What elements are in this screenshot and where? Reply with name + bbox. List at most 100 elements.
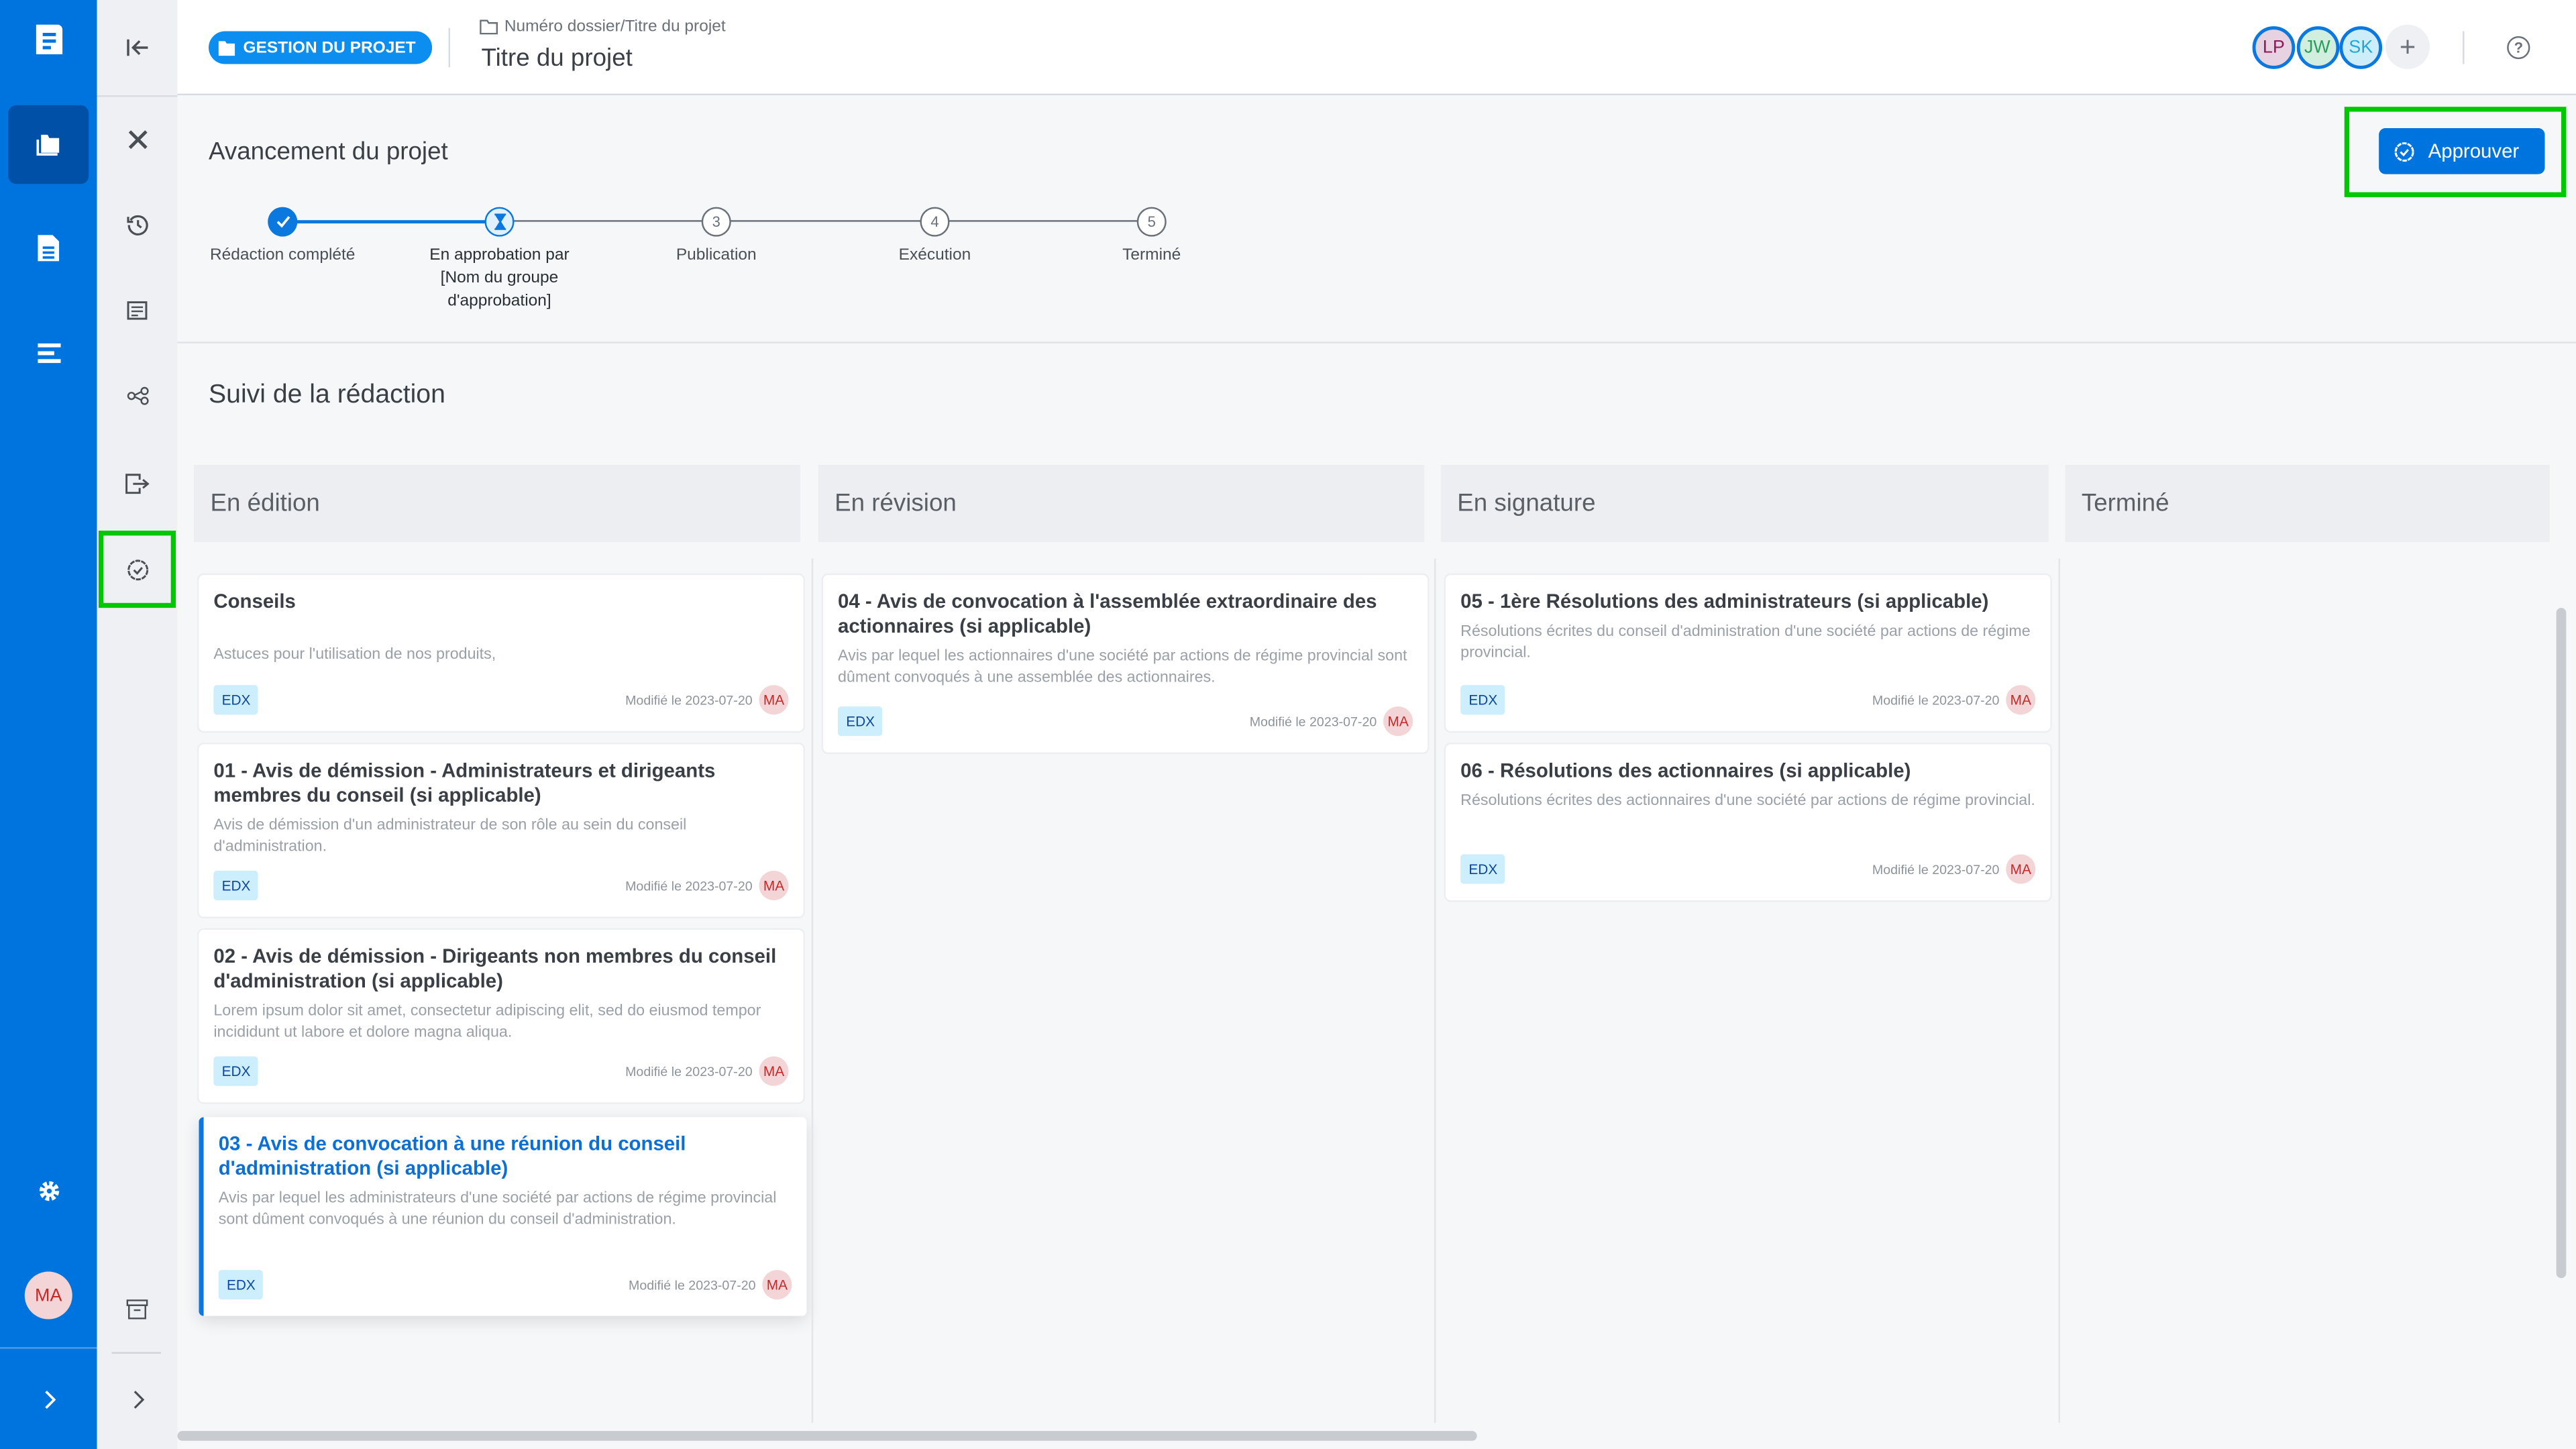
- history-icon[interactable]: [97, 193, 177, 258]
- card-description: Résolutions écrites du conseil d'adminis…: [1460, 623, 2031, 662]
- list-icon[interactable]: [8, 314, 89, 393]
- card-footer: EDX Modifié le 2023-07-20 MA: [213, 870, 789, 901]
- column-header: En édition: [193, 465, 800, 543]
- modified-date: Modifié le 2023-07-20: [629, 1277, 756, 1293]
- expand-chevron-right-icon[interactable]: [8, 1360, 89, 1440]
- card-tag: EDX: [213, 685, 259, 715]
- primary-sidebar: MA: [0, 0, 97, 1449]
- divider: [448, 28, 451, 68]
- project-title: Titre du projet: [481, 44, 633, 72]
- user-avatar: MA: [759, 685, 789, 715]
- document-card[interactable]: 04 - Avis de convocation à l'assemblée e…: [822, 575, 1428, 753]
- step-number: 5: [1147, 213, 1156, 230]
- card-tag: EDX: [1460, 854, 1506, 884]
- step-label: Terminé: [1122, 246, 1181, 265]
- card-footer: EDX Modifié le 2023-07-20 MA: [1460, 854, 2036, 884]
- column-header: Terminé: [2065, 465, 2550, 543]
- column-title: En signature: [1457, 489, 1596, 518]
- user-avatar: MA: [759, 870, 789, 901]
- card-description: Astuces pour l'utilisation de nos produi…: [213, 645, 496, 664]
- card-title[interactable]: Conseils: [213, 590, 296, 613]
- user-avatar: MA: [759, 1056, 789, 1086]
- modified-date: Modifié le 2023-07-20: [1872, 692, 2000, 708]
- settings-gear-icon[interactable]: [8, 1152, 89, 1231]
- app-logo-icon[interactable]: [8, 0, 89, 79]
- column-divider: [1434, 558, 1436, 1423]
- vertical-scrollbar[interactable]: [2556, 608, 2567, 1279]
- document-card[interactable]: 02 - Avis de démission - Dirigeants non …: [199, 930, 804, 1103]
- card-title[interactable]: 06 - Résolutions des actionnaires (si ap…: [1460, 759, 1911, 782]
- check-icon: [276, 216, 290, 228]
- card-title[interactable]: 03 - Avis de convocation à une réunion d…: [218, 1132, 686, 1180]
- document-card[interactable]: 03 - Avis de convocation à une réunion d…: [199, 1117, 807, 1316]
- user-avatar: MA: [2006, 685, 2036, 715]
- approval-badge-icon[interactable]: [98, 531, 176, 608]
- approve-button[interactable]: Approuver: [2379, 128, 2545, 174]
- step-number: 3: [712, 213, 720, 230]
- approve-highlight: [2344, 107, 2567, 197]
- step-label: Publication: [676, 246, 757, 265]
- module-badge[interactable]: GESTION DU PROJET: [209, 31, 433, 64]
- card-footer: EDX Modifié le 2023-07-20 MA: [213, 685, 789, 715]
- tools-icon[interactable]: [97, 107, 177, 172]
- export-document-icon[interactable]: [97, 450, 177, 516]
- column-divider: [2058, 558, 2061, 1423]
- document-icon[interactable]: [8, 209, 89, 288]
- card-title[interactable]: 02 - Avis de démission - Dirigeants non …: [213, 945, 777, 993]
- chevron-right-icon[interactable]: [97, 1367, 177, 1433]
- card-footer: EDX Modifié le 2023-07-20 MA: [1460, 685, 2036, 715]
- user-avatar: MA: [762, 1270, 792, 1300]
- review-document-icon[interactable]: [97, 278, 177, 343]
- card-description: Avis de démission d'un administrateur de…: [213, 816, 687, 856]
- horizontal-scrollbar[interactable]: [177, 1431, 1477, 1441]
- tracking-title: Suivi de la rédaction: [209, 381, 445, 409]
- card-description: Résolutions écrites des actionnaires d'u…: [1460, 792, 2035, 810]
- divider: [2463, 31, 2465, 64]
- section-divider: [177, 341, 2576, 343]
- modified-date: Modifié le 2023-07-20: [625, 1063, 753, 1079]
- divider: [97, 95, 178, 97]
- member-avatar[interactable]: LP: [2252, 26, 2296, 69]
- document-card[interactable]: 06 - Résolutions des actionnaires (si ap…: [1446, 744, 2051, 901]
- progress-title: Avancement du projet: [209, 138, 448, 166]
- folder-icon: [218, 40, 235, 56]
- card-description: Avis par lequel les administrateurs d'un…: [218, 1189, 777, 1229]
- document-card[interactable]: 01 - Avis de démission - Administrateurs…: [199, 744, 804, 917]
- card-tag: EDX: [1460, 685, 1506, 715]
- step-connector: [934, 220, 1152, 222]
- module-label: GESTION DU PROJET: [243, 38, 416, 57]
- card-title[interactable]: 05 - 1ère Résolutions des administrateur…: [1460, 590, 1989, 613]
- column-title: En édition: [210, 489, 320, 518]
- column-divider: [811, 558, 814, 1423]
- member-avatar[interactable]: SK: [2339, 26, 2383, 69]
- step-connector: [499, 220, 716, 222]
- card-tag: EDX: [218, 1270, 264, 1300]
- breadcrumb[interactable]: Numéro dossier/Titre du projet: [480, 18, 726, 36]
- modified-date: Modifié le 2023-07-20: [1872, 861, 2000, 877]
- member-avatar[interactable]: JW: [2296, 26, 2339, 69]
- card-title[interactable]: 04 - Avis de convocation à l'assemblée e…: [837, 590, 1377, 638]
- hourglass-icon: [493, 213, 506, 230]
- add-member-button[interactable]: +: [2385, 24, 2430, 69]
- folder-outline-icon: [480, 19, 498, 35]
- card-tag: EDX: [213, 870, 259, 901]
- breadcrumb-text: Numéro dossier/Titre du projet: [504, 17, 726, 36]
- card-tag: EDX: [837, 706, 883, 737]
- approve-label: Approuver: [2428, 140, 2520, 163]
- document-card[interactable]: Conseils Astuces pour l'utilisation de no…: [199, 575, 804, 731]
- projects-folder-icon[interactable]: [8, 105, 89, 184]
- divider: [0, 1347, 97, 1349]
- card-footer: EDX Modifié le 2023-07-20 MA: [837, 706, 1413, 737]
- help-icon[interactable]: ?: [2507, 36, 2530, 60]
- share-workflow-icon[interactable]: [97, 363, 177, 429]
- step-current: [484, 207, 515, 237]
- column-title: Terminé: [2081, 489, 2169, 518]
- collapse-arrow-left-icon[interactable]: [97, 15, 177, 80]
- card-footer: EDX Modifié le 2023-07-20 MA: [213, 1056, 789, 1086]
- document-card[interactable]: 05 - 1ère Résolutions des administrateur…: [1446, 575, 2051, 731]
- step-number: 4: [930, 213, 939, 230]
- archive-icon[interactable]: [97, 1277, 177, 1342]
- card-title[interactable]: 01 - Avis de démission - Administrateurs…: [213, 759, 716, 807]
- column-header: En révision: [818, 465, 1425, 543]
- user-avatar[interactable]: MA: [24, 1271, 72, 1320]
